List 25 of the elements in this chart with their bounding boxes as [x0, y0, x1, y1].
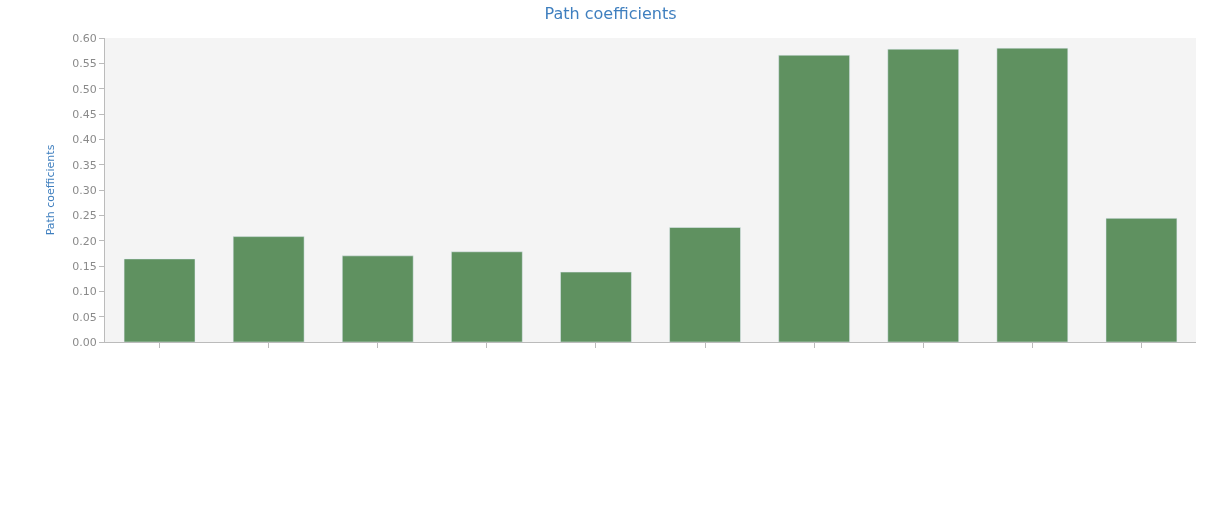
- bar: [123, 258, 196, 342]
- y-tick-label: 0.10: [72, 285, 97, 299]
- y-tick-label: 0.35: [72, 158, 97, 172]
- bar: [996, 47, 1069, 342]
- bar: [887, 48, 959, 342]
- y-tick-label: 0.40: [72, 133, 97, 147]
- y-axis-title: Path coefficients: [43, 144, 57, 236]
- y-tick-label: 0.25: [72, 209, 97, 223]
- y-tick-label: 0.50: [72, 82, 97, 96]
- y-tick-label: 0.30: [72, 183, 97, 197]
- bar: [451, 251, 523, 342]
- chart-title: Path coefficients: [544, 3, 677, 23]
- y-tick-label: 0.05: [72, 310, 97, 324]
- bar: [560, 271, 632, 342]
- y-tick-label: 0.60: [72, 31, 97, 45]
- bar: [778, 54, 850, 342]
- y-tick-label: 0.15: [72, 259, 97, 273]
- bar: [1105, 218, 1178, 342]
- bar: [232, 236, 305, 342]
- y-tick-label: 0.00: [72, 335, 97, 349]
- y-tick-label: 0.55: [72, 57, 97, 71]
- y-tick-label: 0.45: [72, 107, 97, 121]
- bar: [669, 227, 741, 342]
- bar: [342, 255, 414, 342]
- y-tick-label: 0.20: [72, 234, 97, 248]
